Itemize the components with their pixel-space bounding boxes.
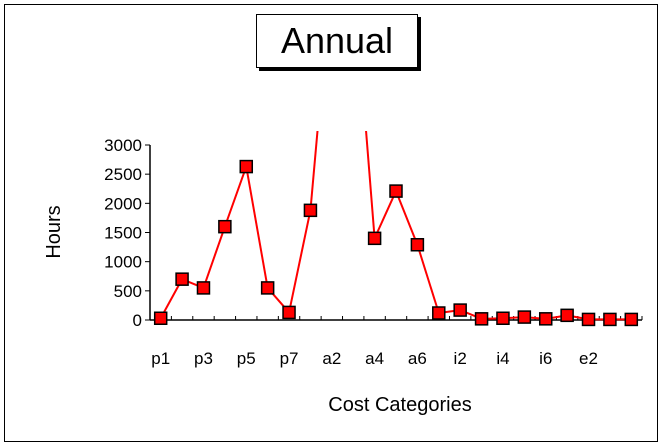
line-segment xyxy=(223,166,248,228)
data-point xyxy=(624,312,639,327)
x-axis-label: Cost Categories xyxy=(328,394,471,416)
line-segment xyxy=(245,166,269,289)
x-tick-label: i4 xyxy=(496,349,509,368)
data-point xyxy=(496,311,510,325)
y-tick-label: 0 xyxy=(133,311,142,330)
line-segment xyxy=(202,226,226,289)
y-tick-label: 2500 xyxy=(104,165,142,184)
chart-axes: 0 500 1000 1500 2000 2500 3000 p1 p3 p5 p7 a2 a4 a6 i2… xyxy=(104,136,643,368)
series-line xyxy=(159,131,632,321)
data-point xyxy=(474,312,489,326)
data-point xyxy=(218,219,232,234)
data-point xyxy=(367,231,382,246)
x-tick-label: a2 xyxy=(322,349,341,368)
chart-frame xyxy=(4,4,658,442)
line-segment xyxy=(373,190,397,239)
data-point xyxy=(538,312,553,326)
line-segment xyxy=(288,210,312,313)
data-point xyxy=(196,281,211,295)
data-point xyxy=(260,281,275,295)
chart-title: Annual xyxy=(256,14,418,68)
data-point xyxy=(303,203,318,218)
y-tick-label: 1000 xyxy=(104,253,142,272)
line-segment xyxy=(365,131,376,239)
data-point xyxy=(239,159,254,174)
line-segment xyxy=(395,190,419,246)
data-point xyxy=(517,310,532,324)
x-tick-label: e2 xyxy=(579,349,598,368)
x-tick-label: p1 xyxy=(151,349,170,368)
x-tick-label: p3 xyxy=(194,349,213,368)
series-markers xyxy=(153,159,639,327)
y-tick-label: 500 xyxy=(114,282,142,301)
y-tick-label: 1500 xyxy=(104,224,142,243)
y-axis-label: Hours xyxy=(43,205,65,258)
data-point xyxy=(282,305,296,320)
data-point xyxy=(453,303,467,317)
data-point xyxy=(175,272,189,286)
x-tick-label: p5 xyxy=(237,349,256,368)
x-tick-label: p7 xyxy=(280,349,299,368)
x-tick-label: a4 xyxy=(365,349,384,368)
y-tick-label: 3000 xyxy=(104,136,142,155)
data-point xyxy=(603,312,617,327)
data-point xyxy=(560,308,574,323)
data-point xyxy=(389,184,403,198)
data-point xyxy=(153,311,168,325)
y-tick-label: 2000 xyxy=(104,194,142,213)
line-segment xyxy=(416,244,440,314)
line-segment xyxy=(309,131,319,211)
data-point xyxy=(432,306,446,320)
x-tick-label: a6 xyxy=(408,349,427,368)
data-point xyxy=(410,238,425,252)
x-tick-label: i2 xyxy=(454,349,467,368)
data-point xyxy=(581,312,596,327)
x-tick-label: i6 xyxy=(539,349,552,368)
